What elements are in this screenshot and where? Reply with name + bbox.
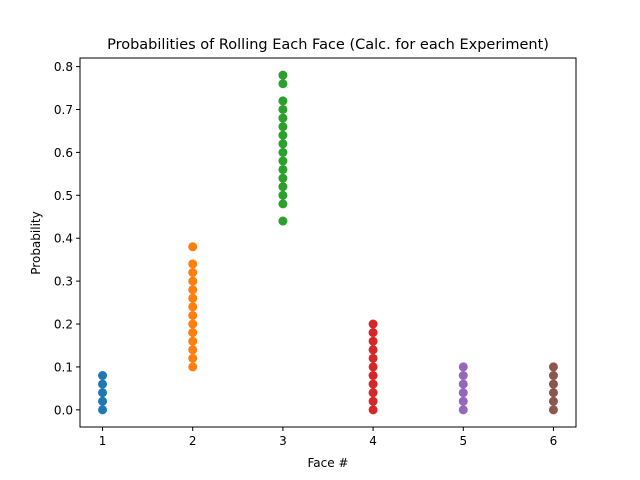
data-point-face-5-5 [458,362,468,372]
data-point-face-5-4 [458,371,468,381]
data-point-face-4-4 [368,371,378,381]
y-tick-label: 0.7 [54,103,73,117]
y-tick-label: 0.1 [54,360,73,374]
data-point-face-2-3 [188,336,198,346]
data-point-face-3-12 [278,104,288,114]
data-point-face-3-13 [278,96,288,106]
x-tick-label: 5 [459,434,467,448]
data-point-face-3-9 [278,130,288,140]
x-axis-ticks: 1 2 3 4 5 6 [99,427,558,448]
x-tick-label: 6 [550,434,558,448]
data-point-face-1-3 [98,379,108,389]
data-point-face-5-1 [458,396,468,406]
data-point-face-4-7 [368,345,378,355]
data-point-face-2-6 [188,310,198,320]
data-point-face-4-0 [368,405,378,415]
y-axis-ticks: 0.0 0.1 0.2 0.3 0.4 0.5 0.6 0.7 0.8 [54,60,80,417]
x-axis-label: Face # [307,456,348,470]
y-tick-label: 0.5 [54,189,73,203]
data-point-face-4-8 [368,336,378,346]
data-point-face-2-8 [188,293,198,303]
data-point-face-6-4 [548,371,558,381]
data-point-face-3-0 [278,216,288,226]
data-point-face-2-7 [188,302,198,312]
y-tick-label: 0.0 [54,403,73,417]
data-point-face-2-4 [188,328,198,338]
x-tick-label: 2 [189,434,197,448]
y-tick-label: 0.4 [54,232,73,246]
data-point-face-2-1 [188,353,198,363]
data-point-face-5-2 [458,388,468,398]
data-point-face-4-5 [368,362,378,372]
data-point-face-3-10 [278,122,288,132]
data-point-face-6-5 [548,362,558,372]
data-point-face-3-11 [278,113,288,123]
data-point-face-5-0 [458,405,468,415]
data-point-face-1-0 [98,405,108,415]
chart-title: Probabilities of Rolling Each Face (Calc… [107,37,549,53]
data-point-face-2-9 [188,285,198,295]
data-point-face-3-8 [278,139,288,149]
data-point-face-3-2 [278,190,288,200]
data-point-face-2-5 [188,319,198,329]
data-point-face-4-3 [368,379,378,389]
data-point-face-2-13 [188,242,198,252]
data-point-face-6-2 [548,388,558,398]
data-point-face-2-12 [188,259,198,269]
data-point-face-4-6 [368,353,378,363]
data-point-face-6-0 [548,405,558,415]
data-point-face-2-11 [188,268,198,278]
y-tick-label: 0.8 [54,60,73,74]
data-point-face-2-0 [188,362,198,372]
y-tick-label: 0.2 [54,318,73,332]
data-point-face-4-1 [368,396,378,406]
data-point-face-3-15 [278,70,288,80]
data-point-face-3-6 [278,156,288,166]
data-point-face-1-1 [98,396,108,406]
y-tick-label: 0.6 [54,146,73,160]
data-point-face-6-1 [548,396,558,406]
plot-frame [79,57,577,428]
data-point-face-3-14 [278,79,288,89]
data-point-face-4-2 [368,388,378,398]
data-point-face-1-2 [98,388,108,398]
data-points [98,70,558,415]
data-point-face-4-10 [368,319,378,329]
data-point-face-3-5 [278,165,288,175]
data-point-face-1-4 [98,371,108,381]
x-tick-label: 4 [369,434,377,448]
data-point-face-4-9 [368,328,378,338]
data-point-face-2-2 [188,345,198,355]
data-point-face-3-3 [278,182,288,192]
data-point-face-2-10 [188,276,198,286]
data-point-face-3-1 [278,199,288,209]
data-point-face-3-4 [278,173,288,183]
x-tick-label: 1 [99,434,107,448]
x-tick-label: 3 [279,434,287,448]
y-axis-label: Probability [29,211,43,274]
data-point-face-5-3 [458,379,468,389]
data-point-face-6-3 [548,379,558,389]
y-tick-label: 0.3 [54,275,73,289]
data-point-face-3-7 [278,147,288,157]
